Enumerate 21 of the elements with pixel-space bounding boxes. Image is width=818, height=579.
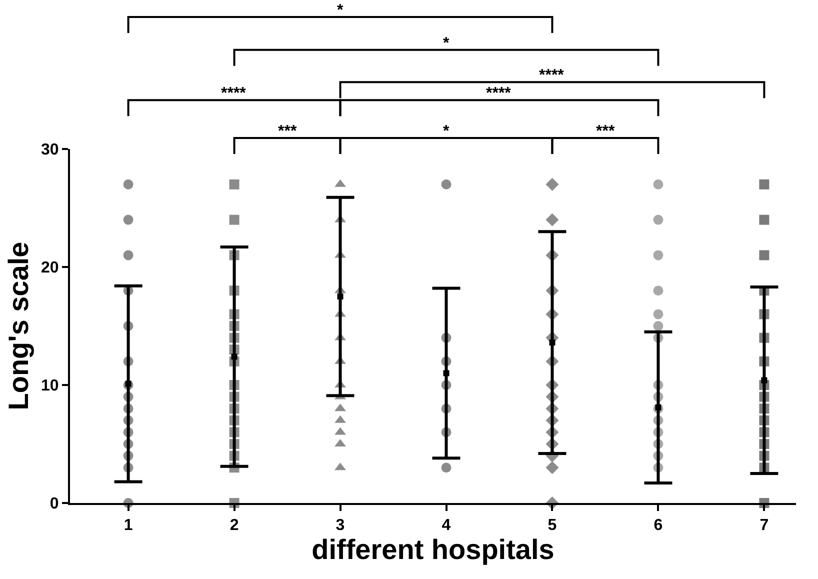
text: * [443,123,450,140]
text: **** [539,67,565,84]
text: *** [596,123,616,140]
x-tick-label: 5 [548,517,557,534]
x-tick-label: 2 [230,517,239,534]
x-tick-label: 3 [336,517,345,534]
text: * [443,35,450,52]
y-tick-label: 30 [41,142,59,159]
y-tick-label: 20 [41,260,59,277]
text: **** [221,85,247,102]
x-tick-label: 4 [442,517,451,534]
text: *** [278,123,298,140]
y-axis-title: Long's scale [3,242,34,410]
y-tick-label: 0 [50,496,59,513]
x-tick-label: 7 [760,517,769,534]
y-tick-label: 10 [41,378,59,395]
x-tick-label: 1 [124,517,133,534]
x-axis-title: different hospitals [312,534,554,566]
x-tick-label: 6 [654,517,663,534]
text: **** [486,85,512,102]
text: * [337,2,344,19]
